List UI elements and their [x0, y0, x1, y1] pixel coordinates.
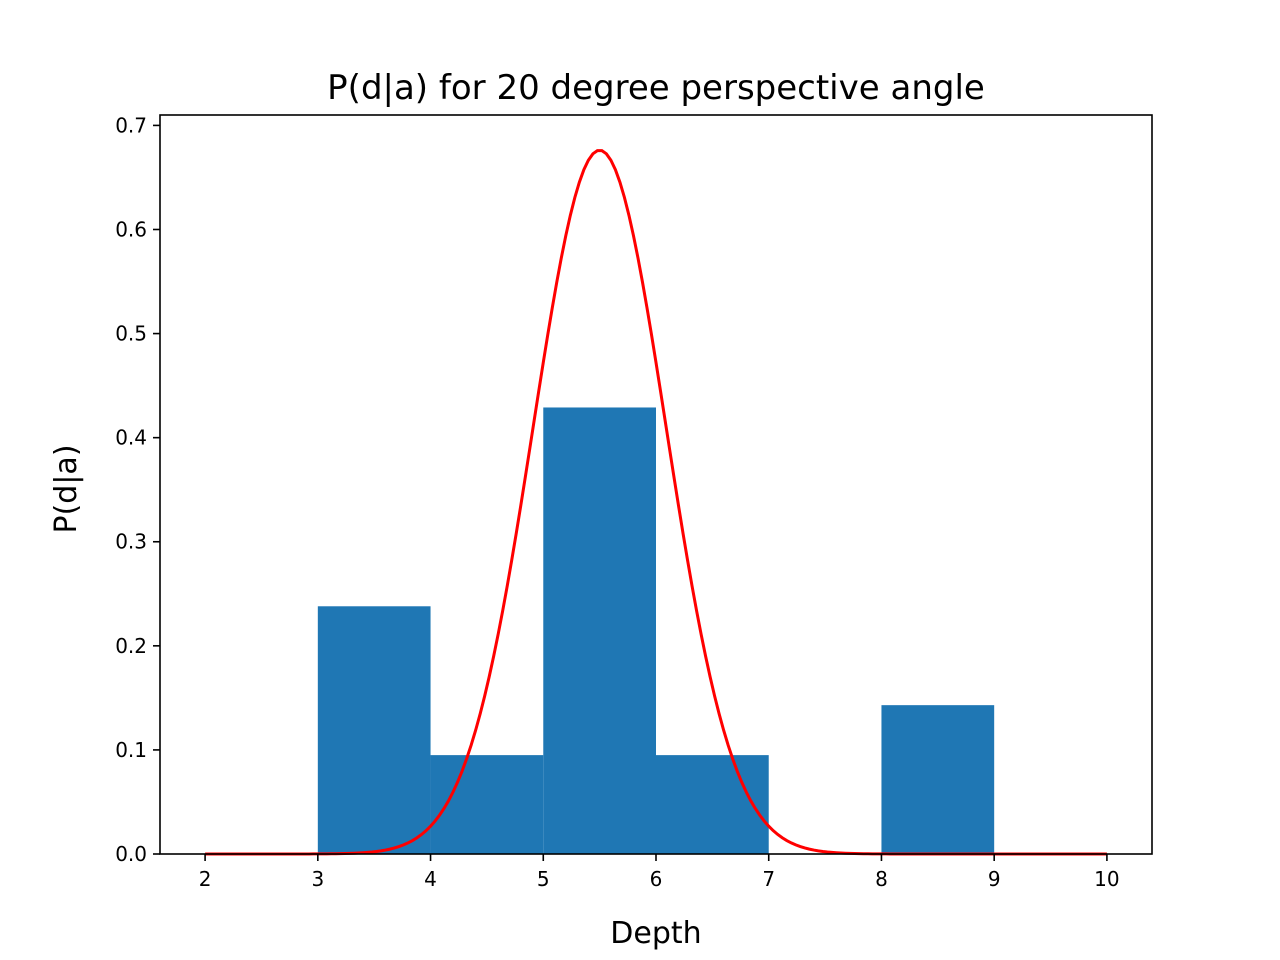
- y-tick-label: 0.5: [115, 322, 147, 346]
- chart-title: P(d|a) for 20 degree perspective angle: [327, 68, 985, 108]
- histogram-bar-0: [317, 606, 431, 854]
- histogram-bar-3: [656, 755, 769, 854]
- x-tick-label: 8: [875, 867, 888, 891]
- x-tick-label: 5: [537, 867, 550, 891]
- x-tick-label: 10: [1094, 867, 1119, 891]
- histogram-bar-5: [881, 705, 995, 854]
- x-tick-label: 3: [311, 867, 324, 891]
- x-tick-label: 4: [424, 867, 437, 891]
- x-tick-label: 2: [199, 867, 212, 891]
- y-axis-ticks: 0.0 0.1 0.2 0.3 0.4 0.5 0.6 0.7: [115, 113, 160, 866]
- y-tick-label: 0.6: [115, 217, 147, 241]
- y-axis-label: P(d|a): [49, 444, 84, 533]
- x-tick-label: 6: [650, 867, 663, 891]
- histogram-bar-2: [543, 407, 656, 854]
- x-tick-label: 7: [762, 867, 775, 891]
- x-axis-ticks: 2 3 4 5 6 7 8 9 10: [199, 854, 1120, 891]
- y-tick-label: 0.2: [115, 634, 147, 658]
- y-tick-label: 0.0: [115, 842, 147, 866]
- histogram-bars: [317, 407, 995, 854]
- y-tick-label: 0.4: [115, 426, 147, 450]
- y-tick-label: 0.1: [115, 738, 147, 762]
- y-tick-label: 0.3: [115, 530, 147, 554]
- y-tick-label: 0.7: [115, 113, 147, 137]
- x-axis-label: Depth: [610, 916, 701, 951]
- x-tick-label: 9: [988, 867, 1001, 891]
- histogram-bar-1: [430, 755, 544, 854]
